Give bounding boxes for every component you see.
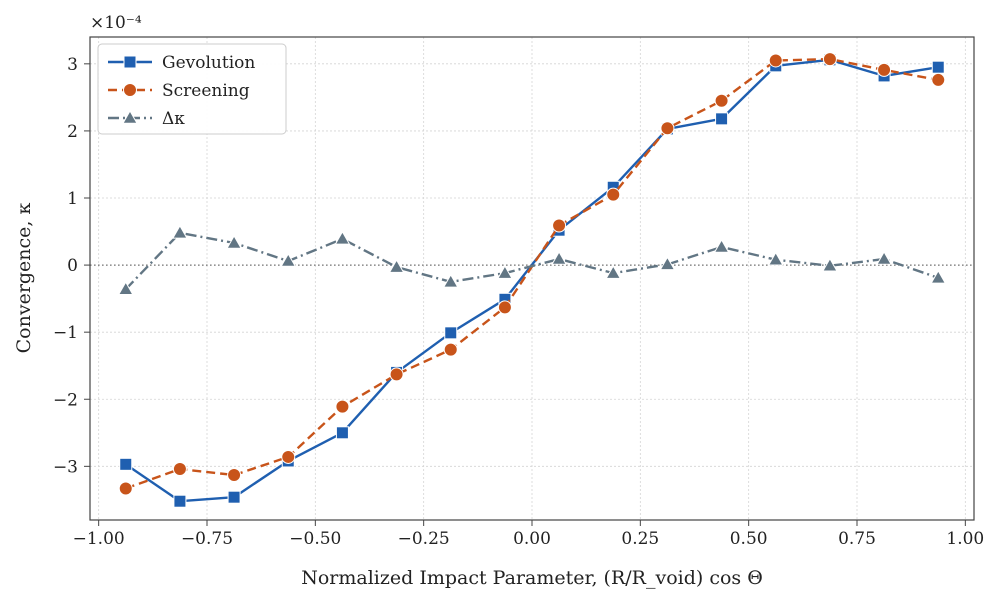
data-point <box>280 253 297 267</box>
data-point <box>715 112 729 126</box>
data-point <box>660 121 675 136</box>
data-point <box>173 494 187 508</box>
y-multiplier-label: ×10⁻⁴ <box>90 13 142 33</box>
x-tick-label: −0.75 <box>181 529 233 549</box>
data-point <box>281 449 296 464</box>
data-point <box>442 273 459 288</box>
data-point <box>117 281 134 295</box>
legend: Gevolution Screening Δκ <box>97 43 287 135</box>
data-point <box>335 399 350 414</box>
x-axis-label: Normalized Impact Parameter, (R/R_void) … <box>301 567 763 589</box>
data-point <box>768 53 783 68</box>
data-point <box>172 224 188 239</box>
legend-marker <box>122 109 138 124</box>
data-point <box>497 265 513 279</box>
x-tick-label: −0.50 <box>289 529 341 549</box>
legend-label: Δκ <box>162 109 185 129</box>
y-tick-label: −2 <box>53 390 78 410</box>
x-tick-label: 0.50 <box>730 529 768 549</box>
x-tick-label: −1.00 <box>73 529 125 549</box>
x-tick-label: 1.00 <box>946 529 984 549</box>
x-tick-label: 0.25 <box>621 529 659 549</box>
data-point <box>388 259 405 273</box>
data-point <box>335 426 349 440</box>
y-tick-label: 2 <box>67 122 78 142</box>
data-point <box>605 265 622 279</box>
y-tick-label: −3 <box>53 457 78 477</box>
y-tick-label: 1 <box>67 189 78 209</box>
data-point <box>659 256 676 271</box>
data-point <box>552 218 567 233</box>
data-point <box>226 234 242 249</box>
data-point <box>606 187 621 202</box>
data-point <box>767 251 784 266</box>
data-point <box>551 251 567 265</box>
series-layer <box>117 52 947 508</box>
data-point <box>713 238 730 253</box>
y-tick-label: 3 <box>67 55 78 75</box>
data-point <box>877 62 892 77</box>
legend-marker <box>123 83 137 97</box>
x-tick-label: 0.00 <box>513 529 551 549</box>
y-tick-label: 0 <box>67 256 78 276</box>
data-point <box>443 342 458 357</box>
data-point <box>822 52 837 67</box>
legend-marker <box>123 55 137 69</box>
data-point <box>227 468 242 483</box>
data-point <box>227 490 241 504</box>
data-point <box>822 257 838 272</box>
data-point <box>930 269 947 284</box>
data-point <box>876 251 892 265</box>
data-point <box>118 481 133 496</box>
tick-layer: −1.00 −0.75 −0.50 −0.25 0.00 0.25 0.50 0.75 1.00… <box>53 55 984 549</box>
legend-label: Screening <box>162 81 250 101</box>
data-point <box>389 367 404 382</box>
y-axis-label: Convergence, κ <box>13 203 35 354</box>
data-point <box>444 326 458 340</box>
data-point <box>172 462 187 477</box>
legend-entries: Gevolution Screening Δκ <box>108 53 255 129</box>
legend-label: Gevolution <box>162 53 255 73</box>
y-tick-label: −1 <box>53 323 78 343</box>
legend-box <box>97 43 287 135</box>
series-line <box>124 231 939 291</box>
data-point <box>119 457 133 471</box>
data-point <box>714 93 729 108</box>
data-point <box>497 300 512 315</box>
series-group <box>117 224 947 295</box>
data-point <box>931 72 946 87</box>
x-tick-label: −0.25 <box>398 529 450 549</box>
data-point <box>334 230 351 245</box>
x-tick-label: 0.75 <box>838 529 876 549</box>
data-point <box>931 60 945 74</box>
